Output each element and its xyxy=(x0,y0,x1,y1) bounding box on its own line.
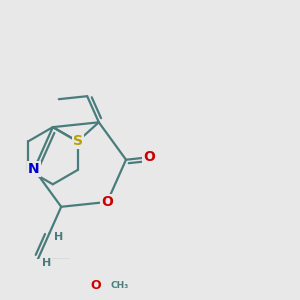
Text: O: O xyxy=(143,150,155,164)
Text: O: O xyxy=(90,279,101,292)
Text: O: O xyxy=(101,195,113,209)
Text: H: H xyxy=(42,258,52,268)
Text: N: N xyxy=(28,162,40,176)
Text: CH₃: CH₃ xyxy=(111,280,129,290)
Text: H: H xyxy=(54,232,63,242)
Text: S: S xyxy=(73,134,82,148)
